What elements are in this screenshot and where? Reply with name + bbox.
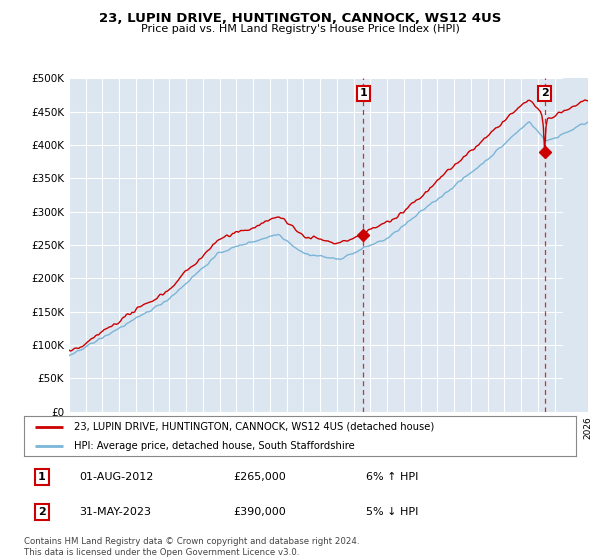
Text: £390,000: £390,000 [234,507,287,517]
Text: 31-MAY-2023: 31-MAY-2023 [79,507,151,517]
Text: Price paid vs. HM Land Registry's House Price Index (HPI): Price paid vs. HM Land Registry's House … [140,24,460,34]
Text: 2: 2 [38,507,46,517]
Bar [364,78,545,412]
Text: 2: 2 [541,88,548,99]
Bar [563,78,588,412]
Text: 01-AUG-2012: 01-AUG-2012 [79,472,154,482]
Text: 1: 1 [38,472,46,482]
Text: 5% ↓ HPI: 5% ↓ HPI [366,507,419,517]
Text: 6% ↑ HPI: 6% ↑ HPI [366,472,419,482]
Text: £265,000: £265,000 [234,472,287,482]
Text: 23, LUPIN DRIVE, HUNTINGTON, CANNOCK, WS12 4US (detached house): 23, LUPIN DRIVE, HUNTINGTON, CANNOCK, WS… [74,422,434,432]
Text: HPI: Average price, detached house, South Staffordshire: HPI: Average price, detached house, Sout… [74,441,355,450]
Text: 1: 1 [359,88,367,99]
Text: Contains HM Land Registry data © Crown copyright and database right 2024.
This d: Contains HM Land Registry data © Crown c… [24,537,359,557]
Text: 23, LUPIN DRIVE, HUNTINGTON, CANNOCK, WS12 4US: 23, LUPIN DRIVE, HUNTINGTON, CANNOCK, WS… [99,12,501,25]
